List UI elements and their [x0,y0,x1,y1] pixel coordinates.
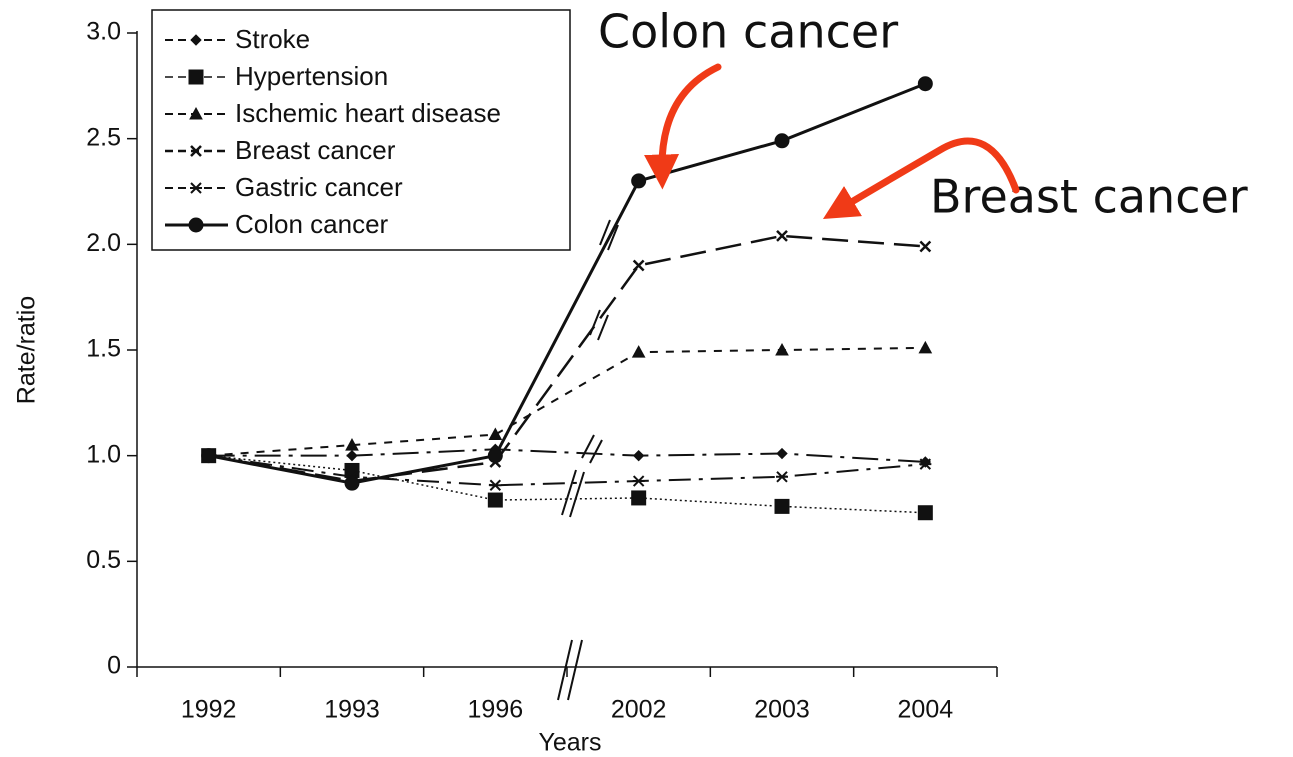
x-axis-label: Years [538,729,601,757]
legend-marker [190,145,202,157]
x-tick-label: 2003 [754,696,810,724]
legend-label: Ischemic heart disease [235,98,501,128]
legend-label: Colon cancer [235,209,389,239]
series-line [208,454,926,487]
series-line [208,346,926,457]
marker [776,447,788,460]
annotation-arrow [822,137,1020,219]
marker [917,76,933,92]
marker [918,340,933,354]
marker [919,240,932,253]
x-tick-label: 2004 [898,696,954,724]
marker [632,449,645,462]
marker [775,342,789,356]
marker [346,449,358,462]
y-tick-label: 3.0 [86,18,121,46]
series-line [208,82,926,485]
legend: Stroke Hypertension Ischemic heart disease… [151,9,571,251]
legend-label: Gastric cancer [235,172,403,202]
marker [919,458,932,470]
annotation-arrow [644,63,722,190]
marker [632,259,645,272]
annotation: Colon cancer [598,5,898,59]
marker [774,498,790,514]
series-line [208,454,926,514]
x-tick-label: 1996 [468,696,524,724]
legend-label: Breast cancer [235,135,396,165]
legend-marker [190,182,202,194]
marker [488,427,503,441]
x-tick-label: 1993 [324,696,380,724]
marker [917,505,933,521]
y-tick-label: 0 [107,652,121,680]
annotation: Breast cancer [930,170,1248,224]
marker [776,229,788,242]
y-tick-label: 2.0 [86,229,121,257]
legend-label: Hypertension [235,61,388,91]
marker [631,345,646,358]
marker [776,471,788,483]
marker [632,475,645,487]
y-axis-label: Rate/ratio [13,296,41,404]
legend-marker [189,106,203,120]
series-line [208,234,926,483]
marker [345,438,359,451]
x-tick-label: 2002 [611,696,667,724]
axis-break [557,219,619,701]
marker [489,479,502,491]
marker [631,490,647,506]
x-tick-label: 1992 [181,696,237,724]
marker [774,133,790,149]
marker [631,173,647,189]
marker [344,475,360,491]
legend-label: Stroke [235,24,310,54]
legend-box [151,9,571,251]
y-tick-label: 1.0 [86,440,121,468]
legend-marker [188,217,204,233]
marker [487,448,503,464]
plot-area: 0 0.5 1.0 1.5 2.0 2.5 3.0 1992 1993 1996 2002 2003 2… [86,9,998,724]
y-tick-label: 0.5 [86,546,121,574]
series-line [208,448,926,464]
marker [487,492,503,508]
marker [201,448,217,464]
legend-marker [190,34,202,46]
y-tick-label: 1.5 [86,335,121,363]
y-tick-label: 2.5 [86,123,121,151]
legend-marker [188,69,204,85]
